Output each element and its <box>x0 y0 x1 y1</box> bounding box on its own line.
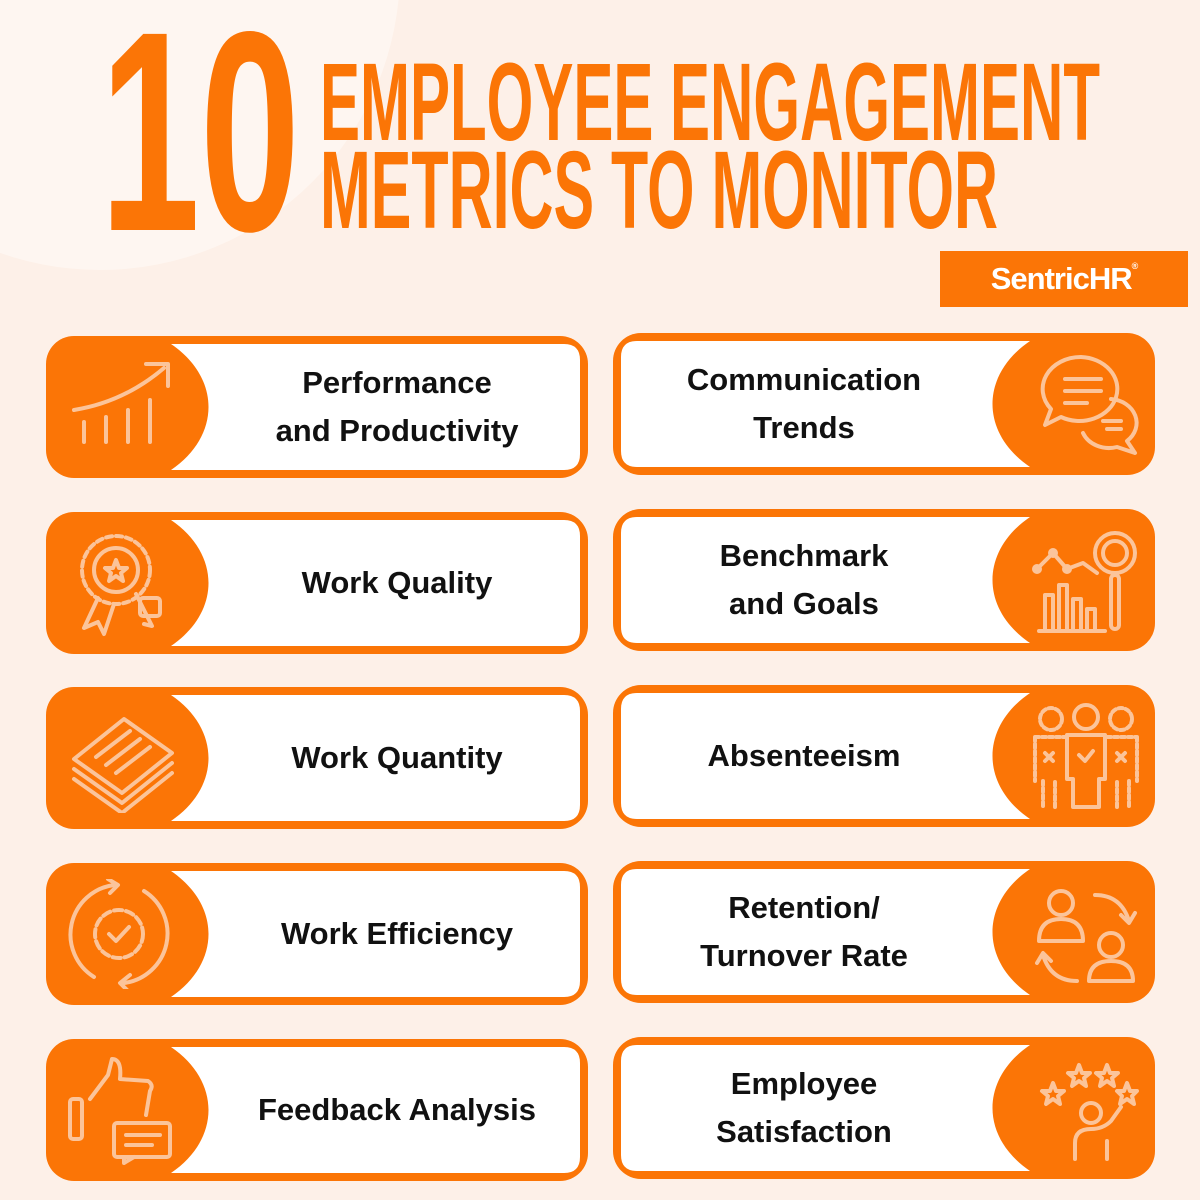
metric-card-employee-satisfaction: Employee Satisfaction <box>613 1037 1155 1179</box>
employee-swap-icon <box>1035 889 1137 983</box>
metric-card-performance: Performance and Productivity <box>46 336 588 478</box>
metric-card-retention-turnover: Retention/ Turnover Rate <box>613 861 1155 1003</box>
metric-card-benchmark-goals: Benchmark and Goals <box>613 509 1155 651</box>
metric-label: Communication Trends <box>686 362 922 445</box>
metric-card-communication-trends: Communication Trends <box>613 333 1155 475</box>
gear-cycle-icon <box>68 879 170 989</box>
metric-label: Retention/ Turnover Rate <box>700 890 908 973</box>
metric-label: Employee Satisfaction <box>716 1066 892 1149</box>
analytics-magnifier-icon <box>1032 531 1137 633</box>
metric-card-work-quality: Work Quality <box>46 512 588 654</box>
brand-logo: SentricHR® <box>940 251 1188 307</box>
metric-label: Feedback Analysis <box>258 1092 536 1127</box>
background-circle <box>0 0 399 270</box>
metric-label: Work Quality <box>301 565 493 600</box>
metric-card-absenteeism: Absenteeism <box>613 685 1155 827</box>
metric-card-feedback-analysis: Feedback Analysis <box>46 1039 588 1181</box>
metric-card-work-efficiency: Work Efficiency <box>46 863 588 1005</box>
title-line-1: EMPLOYEE ENGAGEMENT <box>320 41 1100 164</box>
metric-label: Work Quantity <box>291 740 503 775</box>
metric-label: Work Efficiency <box>280 916 513 951</box>
satisfaction-stars-icon <box>1040 1063 1139 1161</box>
metric-label: Performance and Productivity <box>275 365 519 448</box>
absent-people-icon <box>1033 703 1139 809</box>
title-number: 10 <box>100 0 300 245</box>
award-badge-icon <box>80 534 162 636</box>
metric-card-work-quantity: Work Quantity <box>46 687 588 829</box>
metric-label: Benchmark and Goals <box>719 538 889 621</box>
metric-label: Absenteeism <box>707 738 901 773</box>
growth-chart-icon <box>72 362 170 444</box>
thumbs-up-feedback-icon <box>68 1057 172 1165</box>
chat-bubbles-icon <box>1040 354 1139 455</box>
document-stack-icon <box>72 717 174 813</box>
title-line-2: METRICS TO MONITOR <box>320 129 998 245</box>
title: 10 EMPLOYEE ENGAGEMENT METRICS TO MONITO… <box>100 0 1100 245</box>
